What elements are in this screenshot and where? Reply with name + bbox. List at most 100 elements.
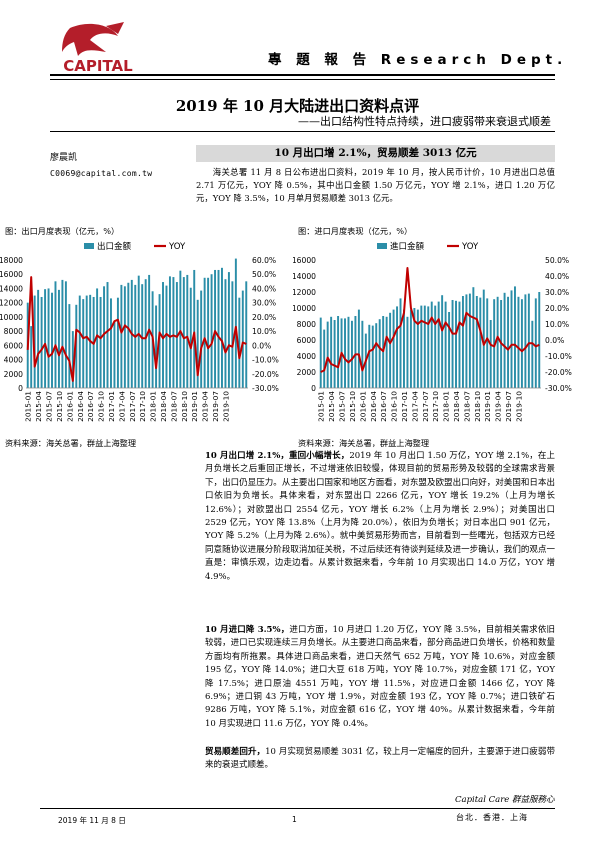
y-left-tick-label: 4000 (297, 352, 316, 361)
bar (524, 294, 527, 388)
y-right-tick-label: 30.0% (545, 288, 569, 297)
bar (482, 289, 485, 388)
bar (396, 306, 399, 388)
bar (78, 295, 81, 388)
bar (389, 312, 392, 388)
bar (238, 297, 241, 388)
y-left-tick-label: 10000 (293, 304, 316, 313)
paragraph-lead: 10 月进口降 3.5%， (205, 625, 290, 635)
bar (189, 287, 192, 388)
y-left-tick-label: 6000 (297, 336, 316, 345)
x-tick-label: 2019-07 (504, 391, 513, 422)
paragraph-lead: 贸易顺差回升， (205, 747, 266, 757)
y-left-tick-label: 0 (18, 384, 23, 393)
x-tick-label: 2016-07 (379, 391, 388, 422)
bar (227, 272, 230, 388)
bar (110, 298, 112, 388)
bar (486, 298, 489, 388)
x-tick-label: 2018-01 (149, 391, 158, 422)
bar (444, 301, 447, 388)
bar (141, 284, 144, 388)
legend-swatch-bar (84, 243, 94, 249)
y-left-tick-label: 18000 (0, 256, 23, 265)
bar (534, 298, 537, 388)
x-tick-label: 2015-10 (55, 391, 64, 422)
bar (214, 269, 217, 388)
department-label: 專 題 報 告 Research Dept. (268, 52, 568, 68)
x-tick-label: 2018-10 (180, 391, 189, 422)
bar (193, 269, 196, 388)
bar (423, 305, 426, 388)
x-tick-label: 2019-04 (494, 391, 503, 422)
y-right-tick-label: 0.0% (252, 341, 271, 350)
bar (162, 282, 164, 388)
y-left-tick-label: 0 (311, 384, 316, 393)
bar (123, 286, 126, 388)
y-right-tick-label: -10.0% (252, 356, 279, 365)
bar (520, 299, 523, 388)
bar (430, 301, 433, 388)
y-left-tick-label: 12000 (0, 299, 23, 308)
bar (441, 295, 444, 388)
bar (357, 309, 360, 388)
footer-date: 2019 年 11 月 8 日 (58, 816, 126, 825)
author-name: 廖晨凯 (50, 153, 78, 163)
bar (137, 275, 140, 388)
bar (458, 301, 461, 388)
y-right-tick-label: -20.0% (545, 368, 572, 377)
bar (403, 309, 405, 388)
x-tick-label: 2017-07 (421, 391, 430, 422)
bar (354, 316, 357, 388)
bar (224, 279, 227, 388)
capital-logo: CAPITAL (62, 22, 133, 75)
legend-swatch-bar (377, 243, 387, 249)
bar (182, 277, 185, 388)
bar (217, 269, 220, 388)
x-tick-label: 2015-07 (338, 391, 347, 422)
x-tick-label: 2018-04 (159, 391, 168, 422)
x-tick-label: 2017-04 (410, 391, 419, 422)
x-tick-label: 2019-01 (190, 391, 199, 422)
bar (538, 292, 541, 388)
report-subtitle: ——出口结构性特点持续，进口疲弱带来衰退式顺差 (298, 115, 551, 128)
paragraph-surplus: 贸易顺差回升，10 月实现贸易顺差 3031 亿，较上月一定幅度的回升，主要源于… (205, 746, 555, 773)
y-left-tick-label: 2000 (297, 368, 316, 377)
bar (40, 296, 43, 388)
bar (385, 316, 388, 388)
bar (330, 316, 333, 388)
export-chart: 出口金额 YOY 0 2000 4000 6000 8000 10000 12000 14000 1… (0, 241, 279, 422)
x-tick-label: 2019-04 (201, 391, 210, 422)
bar (203, 277, 206, 388)
bar (186, 274, 189, 388)
logo-text: CAPITAL (63, 57, 133, 75)
y-left-tick-label: 14000 (0, 284, 23, 293)
bar (514, 286, 516, 388)
paragraph-body: 10 月实现贸易顺差 3031 亿，较上月一定幅度的回升，主要源于进口疲弱带来的… (205, 747, 555, 771)
x-tick-label: 2018-10 (473, 391, 482, 422)
y-right-tick-label: 50.0% (545, 256, 569, 265)
y-right-tick-label: 10.0% (545, 320, 569, 329)
bar (434, 305, 437, 388)
bar (234, 258, 237, 388)
y-right-tick-label: -30.0% (252, 384, 279, 393)
y-right-tick-label: 60.0% (252, 256, 276, 265)
yoy-line (320, 267, 540, 373)
x-tick-label: 2016-01 (65, 391, 74, 422)
bar (437, 301, 440, 388)
bar (406, 316, 409, 388)
paragraph-body: 进口方面，10 月进口 1.20 万亿，YOY 降 3.5%，目前相关需求依旧较… (205, 625, 555, 729)
x-tick-label: 2015-04 (34, 391, 43, 422)
bar (496, 296, 499, 388)
x-tick-label: 2015-01 (317, 391, 326, 422)
y-right-tick-label: 10.0% (252, 327, 276, 336)
x-tick-label: 2015-01 (24, 391, 33, 422)
bar (392, 309, 395, 388)
author-email[interactable]: C0069@capital.com.tw (50, 169, 153, 178)
bar (82, 299, 85, 388)
bar (96, 288, 99, 388)
bar (241, 290, 244, 388)
bar (420, 305, 423, 388)
bar (44, 289, 47, 388)
bar (489, 320, 492, 388)
bar (427, 306, 430, 388)
